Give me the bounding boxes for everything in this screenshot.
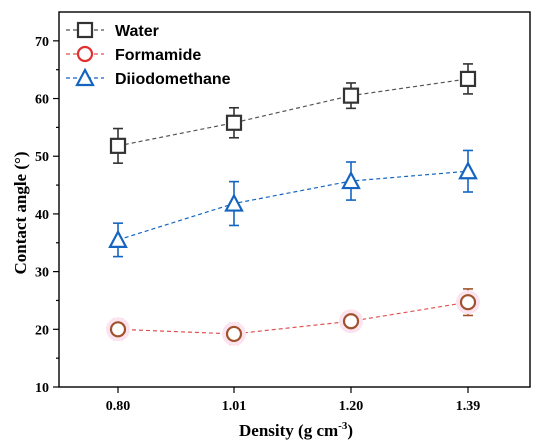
legend-water: Water: [66, 21, 159, 40]
x-axis-title-superscript: -3: [338, 420, 348, 432]
legend-water-label: Water: [115, 23, 159, 40]
legend-diiodomethane-marker: [75, 67, 95, 87]
x-tick-label-1.01: 1.01: [222, 399, 247, 414]
series-water-point-1.39: [459, 70, 477, 88]
x-tick-label-1.20: 1.20: [339, 399, 364, 414]
y-tick-label-30: 30: [35, 266, 49, 281]
y-tick-label-50: 50: [35, 150, 49, 165]
series-water-line: [117, 78, 469, 147]
series-diiodomethane-point-1.39: [458, 160, 478, 180]
x-tick-label-0.80: 0.80: [106, 399, 131, 414]
series-formamide-point-1.39: [459, 294, 477, 311]
series-diiodomethane-line: [117, 170, 469, 241]
legend-formamide: Formamide: [66, 45, 201, 64]
series-diiodomethane: [108, 149, 478, 258]
series-formamide-line: [117, 301, 469, 335]
axes: 10 20 30 40 50 60 70 0.80 1.01 1.20 1.39: [35, 11, 531, 414]
y-tick-label-70: 70: [35, 35, 49, 50]
series-layer: [106, 63, 480, 346]
legend-diiodomethane: Diiodomethane: [66, 67, 231, 88]
y-tick-label-10: 10: [35, 381, 49, 396]
legend-formamide-label: Formamide: [115, 47, 201, 64]
series-formamide-point-1.20: [342, 313, 360, 330]
y-tick-label-40: 40: [35, 208, 49, 223]
series-diiodomethane-point-1.20: [341, 170, 361, 190]
series-water: [109, 63, 477, 164]
series-diiodomethane-point-1.01: [224, 193, 244, 212]
x-axis-title-main: Density (g cm: [239, 421, 338, 440]
y-axis-title: Contact angle (°): [11, 152, 30, 275]
x-axis-title: Density (g cm-3): [239, 420, 353, 440]
x-axis-title-end: ): [347, 421, 353, 440]
x-tick-label-1.39: 1.39: [456, 399, 481, 414]
series-formamide-point-0.80: [109, 321, 127, 338]
legend-water-marker: [76, 21, 94, 39]
series-diiodomethane-point-0.80: [108, 229, 128, 248]
legend-diiodomethane-label: Diiodomethane: [115, 71, 231, 88]
series-water-point-1.01: [225, 114, 243, 131]
legend: Water Formamide Diiodomethane: [66, 21, 231, 88]
y-tick-label-20: 20: [35, 323, 49, 338]
series-water-point-0.80: [109, 137, 127, 154]
y-tick-label-60: 60: [35, 93, 49, 108]
series-formamide: [106, 288, 480, 346]
plot-frame: [58, 11, 531, 388]
series-water-point-1.20: [342, 87, 360, 104]
legend-formamide-marker: [76, 45, 94, 63]
series-formamide-point-1.01: [225, 325, 243, 343]
